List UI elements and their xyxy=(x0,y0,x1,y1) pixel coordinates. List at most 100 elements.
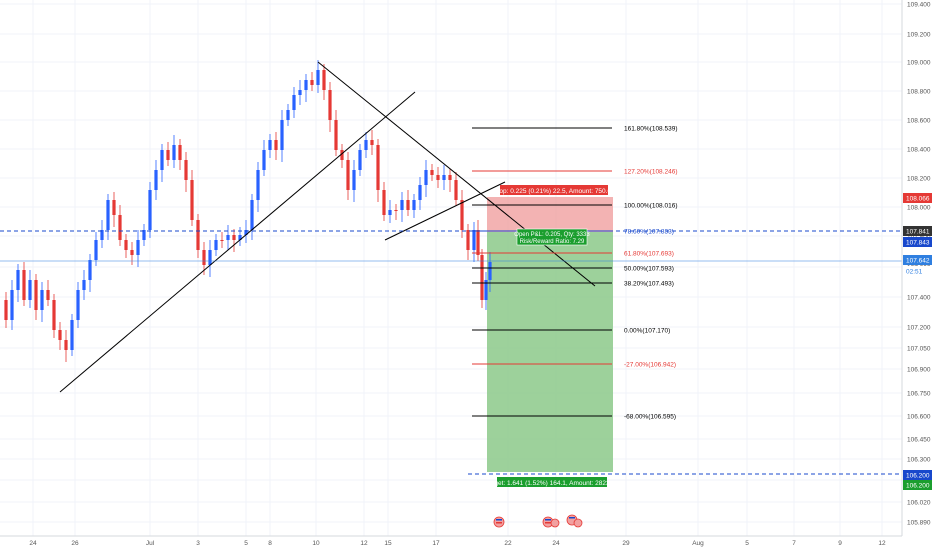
candle xyxy=(208,240,212,277)
price-badge-label: 107.843 xyxy=(906,240,930,247)
candle xyxy=(160,144,164,182)
price-tick-label: 106.300 xyxy=(907,457,931,464)
price-badge xyxy=(903,237,932,247)
trendline-resistance[interactable] xyxy=(317,61,596,287)
ratio-label: Risk/Reward Ratio: 7.29 xyxy=(520,239,585,245)
candle xyxy=(100,220,104,248)
drawings[interactable] xyxy=(0,61,902,475)
candle xyxy=(16,264,20,302)
price-tick-label: 106.600 xyxy=(907,414,931,421)
candle xyxy=(130,242,134,265)
candle xyxy=(10,280,14,330)
time-tick-label: 10 xyxy=(312,540,320,547)
price-tick-label: 106.450 xyxy=(907,437,931,444)
grid xyxy=(0,0,902,536)
candle xyxy=(262,140,266,176)
candle xyxy=(196,214,200,258)
price-tick-label: 108.200 xyxy=(907,176,931,183)
fib-level-label: 0.00%(107.170) xyxy=(624,328,670,335)
candle xyxy=(298,80,302,105)
candle xyxy=(106,194,110,240)
candle xyxy=(286,104,290,126)
candle xyxy=(334,110,338,156)
events-row[interactable] xyxy=(493,514,583,528)
price-tick-label: 108.400 xyxy=(907,147,931,154)
time-tick-label: 22 xyxy=(504,540,512,547)
candle xyxy=(280,110,284,162)
candle xyxy=(220,232,224,248)
candle xyxy=(328,82,332,132)
candle xyxy=(142,224,146,246)
candle xyxy=(340,144,344,168)
candle xyxy=(256,162,260,212)
time-tick-label: 9 xyxy=(838,540,842,547)
price-tick-label: 109.000 xyxy=(907,60,931,67)
price-tick-label: 109.200 xyxy=(907,32,931,39)
price-tick-label: 106.900 xyxy=(907,367,931,374)
price-badge-label: 107.841 xyxy=(906,229,930,236)
ratio-label-box: Open P&L: 0.205, Qty: 3333 Risk/Reward R… xyxy=(514,228,590,246)
time-tick-label: 17 xyxy=(432,540,440,547)
target-label-box: Target: 1.641 (1.52%) 164.1, Amount: 282… xyxy=(485,477,619,487)
flag-icon[interactable] xyxy=(493,516,505,528)
fibonacci-retracement[interactable]: 161.80%(108.539) 127.20%(108.246) 100.00%(… xyxy=(472,126,678,421)
time-tick-label: 7 xyxy=(792,540,796,547)
candle xyxy=(214,234,218,256)
fib-level-label: 78.60%(107.833) xyxy=(624,229,674,236)
candle xyxy=(268,134,272,158)
price-tick-label: 106.750 xyxy=(907,391,931,398)
candle xyxy=(184,152,188,192)
price-tick-label: 107.400 xyxy=(907,295,931,302)
candle xyxy=(52,294,56,338)
candle xyxy=(148,182,152,238)
candle xyxy=(154,160,158,200)
time-tick-label: Aug xyxy=(692,540,704,547)
candle xyxy=(112,192,116,227)
price-tick-label: 109.400 xyxy=(907,2,931,9)
time-tick-label: 3 xyxy=(196,540,200,547)
price-tick-label: 108.800 xyxy=(907,89,931,96)
profit-zone xyxy=(487,232,613,472)
fib-level-label: 127.20%(108.246) xyxy=(624,169,678,176)
flag-icon[interactable] xyxy=(542,516,560,528)
price-badge-label: 106.200 xyxy=(906,473,930,480)
candle xyxy=(466,224,470,260)
candle xyxy=(40,282,44,322)
fib-level-label: 100.00%(108.016) xyxy=(624,203,678,210)
time-axis[interactable]: 24 26 Jul 3 5 8 10 12 15 17 22 24 29 Aug 5 7 9 12 xyxy=(0,535,932,550)
candle xyxy=(352,160,356,202)
price-badge xyxy=(903,226,932,236)
candle xyxy=(172,135,176,168)
candle xyxy=(274,132,278,160)
candle xyxy=(382,182,386,221)
triangle-upper[interactable] xyxy=(384,181,506,241)
position-zones xyxy=(487,197,613,472)
time-tick-label: 24 xyxy=(552,540,560,547)
candle xyxy=(394,204,398,220)
candle xyxy=(232,229,236,252)
candle xyxy=(448,169,452,192)
candle xyxy=(406,190,410,216)
time-tick-label: 8 xyxy=(268,540,272,547)
price-tick-label: 107.050 xyxy=(907,346,931,353)
candle xyxy=(484,272,488,310)
time-tick-label: Jul xyxy=(146,540,155,547)
flag-icon[interactable] xyxy=(566,514,583,528)
price-badge xyxy=(903,193,932,203)
candle xyxy=(202,242,206,275)
candle xyxy=(376,139,380,202)
candle xyxy=(346,152,350,200)
stop-label-box: Stop: 0.225 (0.21%) 22.5, Amount: 750.02 xyxy=(493,185,615,195)
price-tick-label: 107.200 xyxy=(907,325,931,332)
candle xyxy=(418,177,422,210)
candle xyxy=(226,225,230,250)
candle xyxy=(430,164,434,181)
fib-level-label: 161.80%(108.539) xyxy=(624,126,678,133)
fib-level-label: 50.00%(107.593) xyxy=(624,266,674,273)
candlesticks xyxy=(4,60,492,362)
trendline-support[interactable] xyxy=(59,91,416,393)
candle xyxy=(442,165,446,190)
candle xyxy=(94,232,98,266)
